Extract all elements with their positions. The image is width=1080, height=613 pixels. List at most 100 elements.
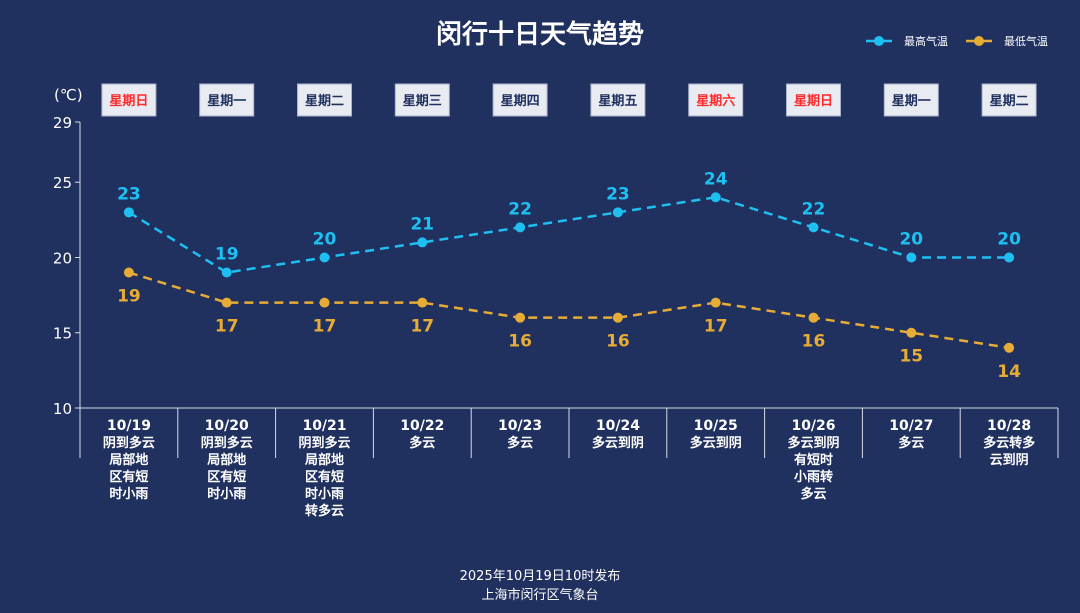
- condition-text: 转多云: [305, 503, 344, 519]
- low-temp-point[interactable]: [808, 312, 819, 323]
- y-tick-label: 25: [53, 174, 72, 192]
- condition-text: 多云到阴: [787, 435, 839, 451]
- weekday-label: 星期五: [598, 94, 637, 109]
- high-temp-point[interactable]: [319, 252, 330, 263]
- low-temp-label: 16: [606, 332, 630, 352]
- date-label: 10/24: [596, 418, 640, 434]
- weekday-label: 星期日: [794, 94, 833, 109]
- high-temp-point[interactable]: [221, 267, 232, 278]
- date-label: 10/28: [987, 418, 1031, 434]
- legend-label-low: 最低气温: [1004, 34, 1048, 48]
- y-tick-label: 20: [53, 249, 72, 267]
- series-lines: [128, 195, 1010, 350]
- low-temp-point[interactable]: [123, 267, 134, 278]
- high-temp-point[interactable]: [612, 207, 623, 218]
- weekday-box: 星期一: [199, 83, 255, 117]
- weekday-box: 星期一: [883, 83, 939, 117]
- condition-text: 时小雨: [109, 486, 148, 502]
- condition-text: 云到阴: [990, 453, 1029, 468]
- y-tick-label: 10: [53, 400, 72, 418]
- high-temp-label: 20: [997, 229, 1021, 249]
- low-temp-line: [128, 271, 1010, 350]
- weekday-row: 星期日 星期一 星期二 星期三 星期四 星期五 星期六 星期日 星期一 星期二: [101, 83, 1037, 117]
- high-temp-label: 23: [117, 184, 141, 204]
- condition-text: 局部地: [305, 452, 344, 468]
- high-temp-point[interactable]: [710, 192, 721, 203]
- high-temp-line: [128, 195, 1010, 274]
- condition-text: 时小雨: [207, 486, 246, 502]
- high-temp-label: 24: [704, 169, 728, 189]
- high-temp-point[interactable]: [906, 252, 917, 263]
- low-temp-point[interactable]: [710, 297, 721, 308]
- axes: 10 15 20 25 29: [53, 114, 1059, 458]
- low-temp-label: 15: [899, 347, 923, 367]
- weekday-box-bg: [492, 83, 548, 117]
- low-temp-point[interactable]: [319, 297, 330, 308]
- low-temp-label: 17: [215, 317, 239, 337]
- publisher: 上海市闵行区气象台: [481, 587, 598, 603]
- low-temp-label: 16: [802, 332, 826, 352]
- high-temp-point[interactable]: [808, 222, 819, 233]
- high-temp-point[interactable]: [515, 222, 526, 233]
- condition-text: 多云转多: [983, 435, 1035, 451]
- condition-text: 多云到阴: [690, 435, 742, 451]
- low-temp-label: 17: [313, 317, 337, 337]
- high-temp-label: 20: [899, 229, 923, 249]
- date-label: 10/26: [791, 418, 835, 434]
- data-labels: 23 19 20 21 22 23 24 22 20 20 19 17 17 17 16 16 17 16 15 14: [117, 169, 1021, 382]
- weekday-box-bg: [590, 83, 646, 117]
- weekday-label: 星期三: [403, 94, 442, 109]
- weekday-label: 星期二: [990, 94, 1029, 109]
- high-temp-label: 21: [410, 214, 434, 234]
- low-temp-label: 16: [508, 332, 532, 352]
- weekday-box: 星期五: [590, 83, 646, 117]
- weekday-box-bg: [297, 83, 352, 117]
- condition-text: 区有短: [305, 469, 344, 485]
- weekday-label: 星期二: [305, 94, 344, 109]
- legend-item-low[interactable]: 最低气温: [966, 34, 1048, 48]
- low-temp-point[interactable]: [221, 297, 232, 308]
- date-label: 10/19: [107, 418, 151, 434]
- weekday-box: 星期日: [786, 83, 841, 117]
- weekday-box-bg: [883, 83, 939, 117]
- condition-text: 局部地: [109, 452, 148, 468]
- condition-text: 阴到多云: [201, 435, 253, 451]
- date-label: 10/21: [302, 418, 346, 434]
- condition-text: 区有短: [109, 469, 148, 485]
- weekday-label: 星期一: [892, 94, 931, 109]
- legend-item-high[interactable]: 最高气温: [866, 34, 948, 48]
- high-temp-point[interactable]: [417, 237, 428, 248]
- low-temp-label: 14: [997, 362, 1021, 382]
- weekday-box: 星期六: [688, 83, 744, 117]
- low-temp-point[interactable]: [612, 312, 623, 323]
- low-temp-point[interactable]: [417, 297, 428, 308]
- weekday-box-bg: [786, 83, 841, 117]
- chart-title: 闵行十日天气趋势: [436, 19, 644, 50]
- weekday-box: 星期四: [492, 83, 548, 117]
- condition-text: 有短时: [794, 452, 833, 468]
- high-temp-label: 22: [802, 199, 826, 219]
- weekday-box: 星期三: [394, 83, 450, 117]
- date-label: 10/22: [400, 418, 444, 434]
- weekday-label: 星期六: [696, 93, 735, 109]
- condition-text: 阴到多云: [298, 435, 350, 451]
- low-temp-point[interactable]: [906, 327, 917, 338]
- low-temp-label: 19: [117, 287, 141, 307]
- y-tick-label: 15: [53, 325, 72, 343]
- condition-text: 局部地: [207, 452, 246, 468]
- condition-text: 区有短: [207, 469, 246, 485]
- high-temp-point[interactable]: [1004, 252, 1015, 263]
- condition-text: 小雨转: [794, 469, 833, 485]
- low-temp-point[interactable]: [1004, 342, 1015, 353]
- high-temp-point[interactable]: [123, 207, 134, 218]
- low-temp-point[interactable]: [515, 312, 526, 323]
- high-temp-label: 20: [313, 229, 337, 249]
- weekday-box-bg: [101, 83, 157, 117]
- weekday-label: 星期日: [109, 94, 148, 109]
